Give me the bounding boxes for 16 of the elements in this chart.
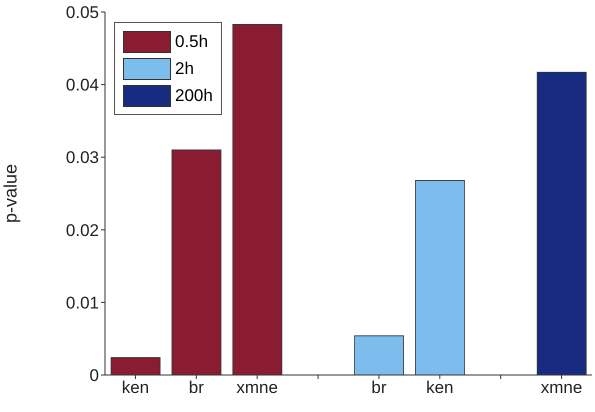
y-tick-label: 0.03: [66, 148, 99, 168]
y-tick-label: 0: [90, 366, 99, 386]
y-tick-label: 0.04: [66, 76, 99, 95]
x-tick-label: ken: [122, 378, 150, 398]
y-tick-label: 0.01: [66, 293, 99, 312]
x-tick-label: br: [188, 378, 204, 398]
legend-label: 0.5h: [175, 32, 208, 52]
x-tick-label: xmne: [540, 378, 582, 398]
x-tick-label: ken: [426, 378, 454, 398]
y-tick-label: 0.02: [66, 220, 99, 240]
x-tick-label: br: [371, 378, 387, 398]
y-tick-label: 0.05: [66, 3, 99, 22]
legend-label: 200h: [175, 86, 213, 106]
y-axis-title: p-value: [0, 164, 20, 224]
legend-label: 2h: [175, 58, 194, 78]
x-tick-label: xmne: [236, 378, 278, 398]
